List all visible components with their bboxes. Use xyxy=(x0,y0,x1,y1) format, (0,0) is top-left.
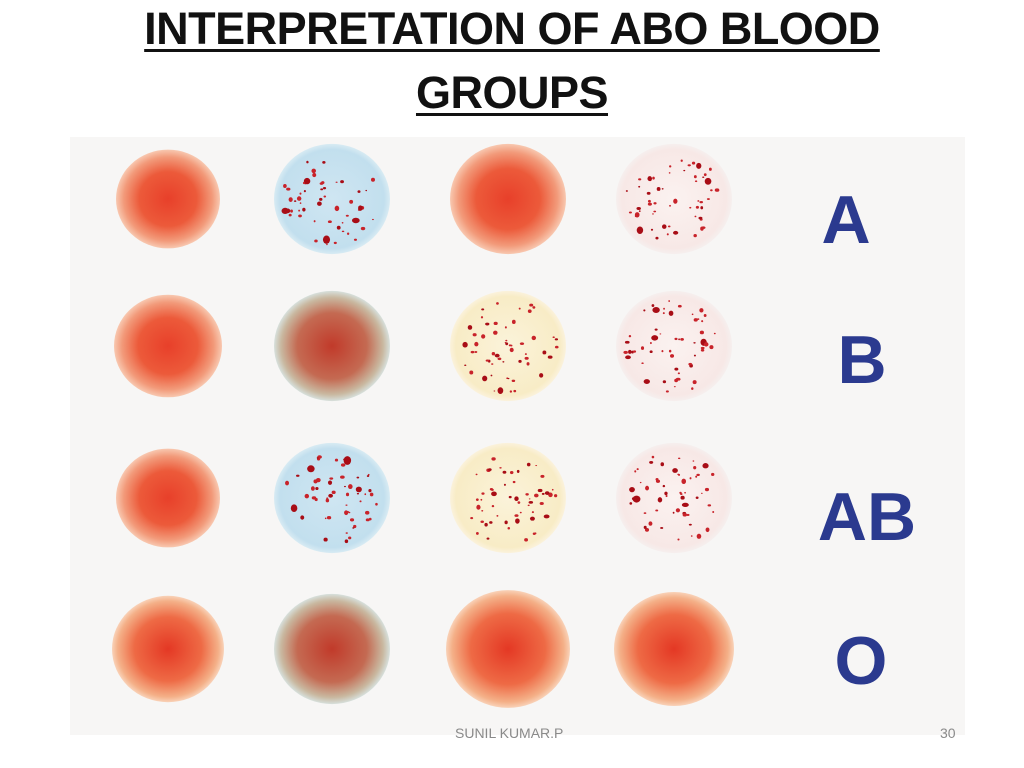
slide-number: 30 xyxy=(940,725,956,741)
well-ab-2 xyxy=(274,442,390,554)
well-a-4 xyxy=(616,143,732,255)
well-ab-1 xyxy=(116,448,220,548)
well-b-4 xyxy=(616,290,732,402)
row-label-a: A xyxy=(821,182,870,258)
well-a-1 xyxy=(116,149,220,249)
well-o-2 xyxy=(274,593,390,705)
footer-author: SUNIL KUMAR.P xyxy=(455,725,564,741)
row-label-o: O xyxy=(835,623,888,699)
well-o-4 xyxy=(614,592,734,706)
well-o-3 xyxy=(446,590,570,708)
well-a-2 xyxy=(274,143,390,255)
blood-typing-photo: A B AB O xyxy=(70,137,965,735)
well-b-3 xyxy=(450,290,566,402)
row-label-b: B xyxy=(837,322,886,398)
well-b-2 xyxy=(274,290,390,402)
well-o-1 xyxy=(112,595,224,703)
well-a-3 xyxy=(450,143,566,255)
well-ab-4 xyxy=(616,442,732,554)
well-b-1 xyxy=(114,294,222,398)
slide-title-line-1: INTERPRETATION OF ABO BLOOD xyxy=(144,3,880,54)
slide-title-line-2: GROUPS xyxy=(415,67,609,118)
row-label-ab: AB xyxy=(818,479,916,555)
well-ab-3 xyxy=(450,442,566,554)
